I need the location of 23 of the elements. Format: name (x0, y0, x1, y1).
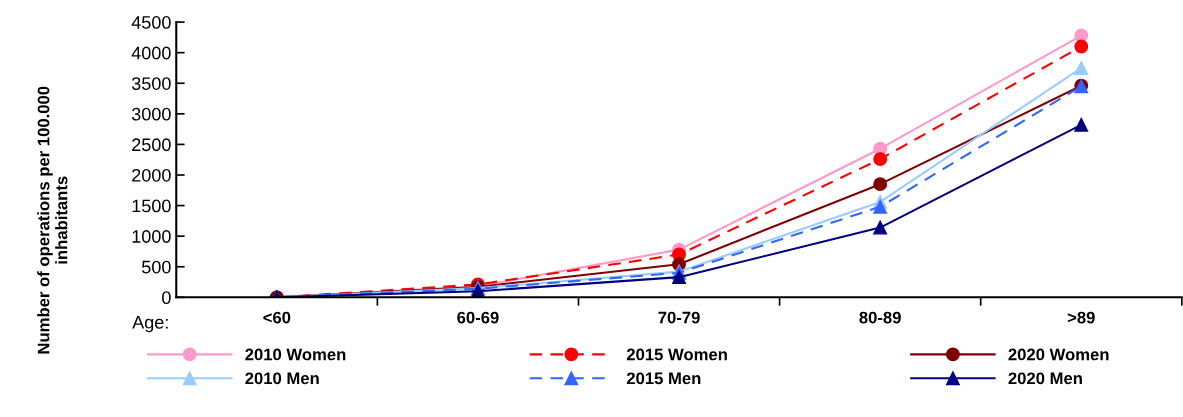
y-tick-label: 2000 (132, 168, 171, 182)
legend-label: 2020 Men (1008, 372, 1082, 385)
y-tick-label: 3500 (131, 77, 171, 90)
legend-label: 2010 Men (245, 372, 319, 385)
legend-label: 2015 Women (626, 348, 727, 361)
legend-label: 2010 Women (245, 348, 346, 361)
y-tick-label: 3000 (131, 107, 171, 121)
y-tick-label: 4000 (131, 46, 171, 60)
y-tick-label: 500 (142, 260, 171, 274)
y-tick-label: 1500 (132, 199, 171, 213)
y-tick-label: 0 (162, 291, 171, 305)
legend-label: 2020 Women (1008, 348, 1109, 361)
x-tick-label: 80-89 (859, 311, 901, 324)
y-tick-label: 4500 (131, 16, 171, 29)
x-tick-label: 70-79 (658, 311, 700, 324)
y-tick-label: 2500 (132, 138, 171, 152)
x-tick-label: >89 (1067, 311, 1095, 324)
x-tick-label: <60 (263, 311, 291, 324)
legend-label: 2015 Men (626, 372, 701, 385)
x-tick-label: 60-69 (457, 311, 499, 324)
y-tick-label: 1000 (132, 230, 171, 243)
text: Age: (132, 316, 168, 333)
y-axis-title: Number of operations per 100.000 inhabitants (37, 86, 68, 354)
